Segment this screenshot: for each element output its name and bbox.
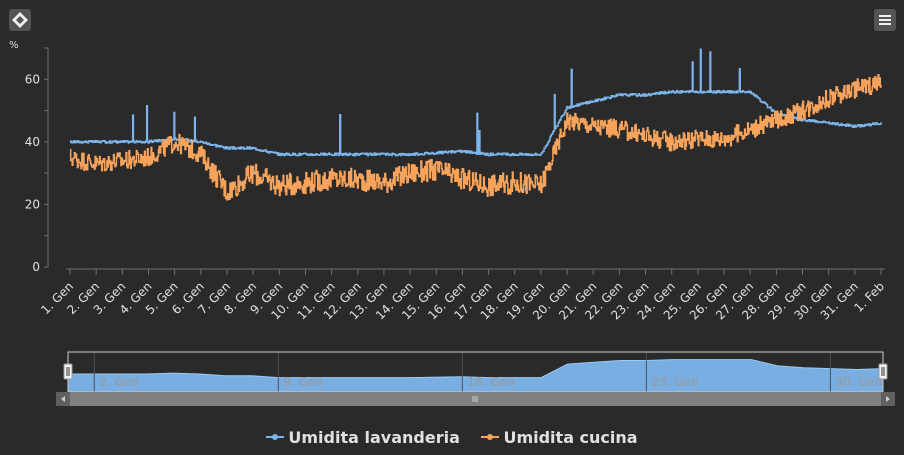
navigator-handle-left[interactable] <box>63 363 73 380</box>
plot-area <box>69 48 882 201</box>
navigator-label: 2. Gen <box>99 375 139 389</box>
y-tick-label: 0 <box>32 260 40 274</box>
y-tick-label: 40 <box>25 135 40 149</box>
legend-item-cucina[interactable]: Umidita cucina <box>481 427 638 447</box>
legend-label: Umidita cucina <box>503 427 638 447</box>
context-menu-button[interactable] <box>874 9 896 31</box>
navigator-area <box>67 359 884 393</box>
navigator[interactable]: 2. Gen 9. Gen 16. Gen 23. Gen 30. Gen <box>63 351 888 393</box>
navigator-labels: 2. Gen 9. Gen 16. Gen 23. Gen 30. Gen <box>99 375 882 389</box>
legend-symbol-cucina <box>481 434 500 440</box>
navigator-label: 23. Gen <box>651 375 698 389</box>
navigator-label: 16. Gen <box>467 375 514 389</box>
diamond-icon <box>12 12 28 28</box>
legend-symbol-lavanderia <box>266 434 285 440</box>
series-line-lavanderia <box>69 48 882 157</box>
navigator-label: 9. Gen <box>283 375 323 389</box>
hamburger-menu-icon <box>879 15 891 25</box>
y-axis-label: % <box>9 40 19 51</box>
scrollbar[interactable] <box>56 392 895 406</box>
arrow-left-icon <box>61 396 65 402</box>
y-tick-label: 60 <box>25 72 40 86</box>
navigator-label: 30. Gen <box>835 375 882 389</box>
legend: Umidita lavanderia Umidita cucina <box>0 423 904 447</box>
navigator-handle-right[interactable] <box>878 363 888 380</box>
navigator-series <box>67 352 884 393</box>
x-tick-label: 1. Feb <box>851 279 887 315</box>
legend-label: Umidita lavanderia <box>288 427 460 447</box>
series-line-cucina <box>69 73 882 201</box>
y-tick-label: 20 <box>25 197 40 211</box>
arrow-right-icon <box>886 396 890 402</box>
reset-zoom-button[interactable] <box>9 9 31 31</box>
legend-item-lavanderia[interactable]: Umidita lavanderia <box>266 427 460 447</box>
y-axis: 0 20 40 60 <box>25 47 49 274</box>
